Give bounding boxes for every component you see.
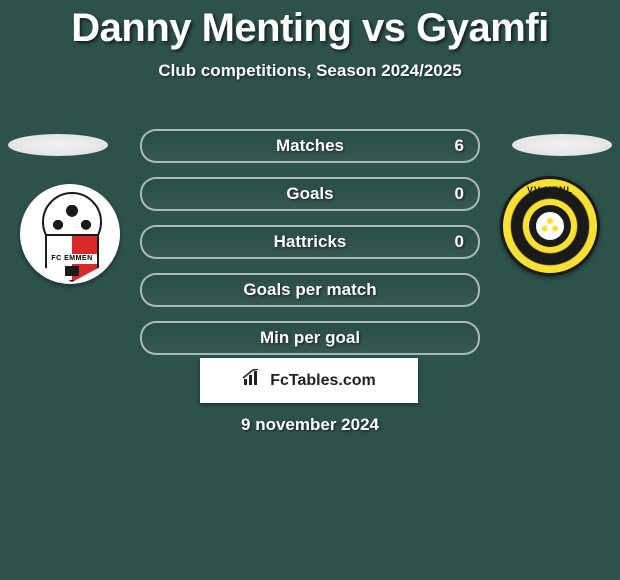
brand-text: FcTables.com	[270, 372, 376, 390]
castle-icon	[65, 266, 79, 276]
stats-container: Matches 6 Goals 0 Hattricks 0 Goals per …	[140, 129, 480, 369]
player-right-avatar	[512, 134, 612, 156]
player-left-avatar	[8, 134, 108, 156]
subtitle: Club competitions, Season 2024/2025	[0, 61, 620, 81]
chart-icon	[242, 369, 262, 392]
crest-text: VV·VENL	[503, 185, 597, 195]
club-left-crest: FC EMMEN	[20, 184, 120, 284]
brand-box: FcTables.com	[200, 358, 418, 403]
stat-row-min-per-goal: Min per goal	[140, 321, 480, 355]
stat-value-right: 0	[455, 232, 464, 252]
shield-icon: FC EMMEN	[45, 234, 99, 282]
stat-label: Matches	[276, 136, 344, 156]
soccer-ball-icon	[536, 212, 564, 240]
crest-center	[529, 205, 571, 247]
page-title: Danny Menting vs Gyamfi	[0, 6, 620, 51]
stat-row-matches: Matches 6	[140, 129, 480, 163]
stat-label: Goals	[286, 184, 333, 204]
stat-value-right: 0	[455, 184, 464, 204]
stat-label: Min per goal	[260, 328, 360, 348]
stat-label: Hattricks	[274, 232, 347, 252]
stat-label: Goals per match	[243, 280, 376, 300]
stat-row-goals-per-match: Goals per match	[140, 273, 480, 307]
stat-row-goals: Goals 0	[140, 177, 480, 211]
stat-row-hattricks: Hattricks 0	[140, 225, 480, 259]
club-right-crest: VV·VENL	[500, 176, 600, 276]
crest-band: FC EMMEN	[47, 254, 97, 264]
stat-value-right: 6	[455, 136, 464, 156]
date-label: 9 november 2024	[0, 415, 620, 435]
